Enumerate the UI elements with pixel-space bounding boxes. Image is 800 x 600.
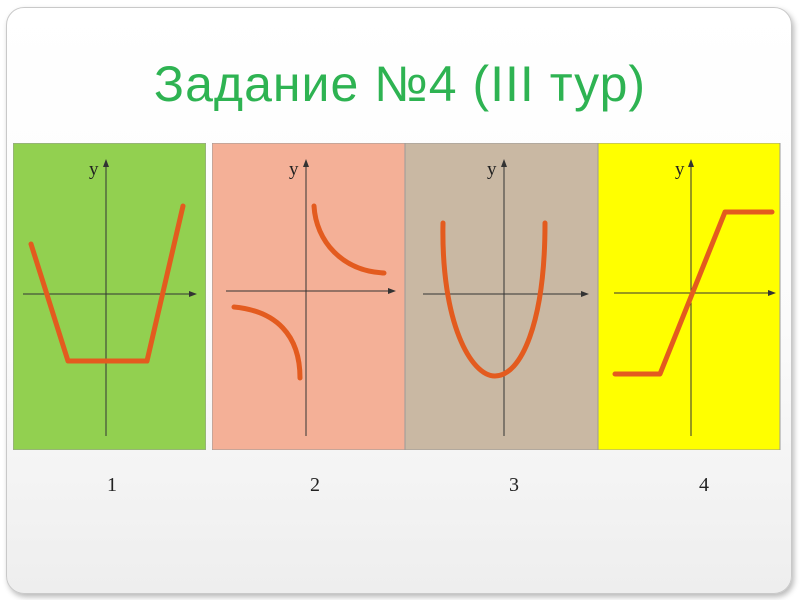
graph-3-background: [405, 143, 598, 450]
y-axis-arrow-icon: [103, 159, 109, 167]
graph-3-svg: y: [405, 143, 598, 450]
graph-panel-3: y: [405, 143, 598, 450]
y-axis-label: y: [289, 159, 299, 180]
graph-1-background: [13, 143, 206, 450]
x-axis-arrow-icon: [768, 290, 776, 296]
x-axis-arrow-icon: [581, 291, 589, 297]
y-axis-label: y: [487, 159, 497, 180]
y-axis-label: y: [675, 159, 685, 180]
slide-title: Задание №4 (III тур): [153, 56, 647, 112]
graph-panel-2: y: [212, 143, 405, 450]
graph-number-4: 4: [699, 474, 709, 496]
graph-2-curve-upper-branch: [311, 203, 387, 276]
graph-number-2: 2: [310, 474, 320, 496]
graph-2-svg: y: [212, 143, 405, 450]
x-axis-arrow-icon: [388, 288, 396, 294]
graph-3-curve: [440, 220, 548, 379]
graph-panel-1: y: [13, 143, 206, 450]
graph-number-1: 1: [107, 474, 117, 496]
graph-panel-4: y: [598, 143, 791, 450]
graph-4-curve: [612, 209, 775, 377]
y-axis-arrow-icon: [688, 159, 694, 167]
graph-4-svg: y: [598, 143, 781, 450]
graph-2-curve-lower-branch: [231, 304, 303, 381]
graph-2-background: [212, 143, 405, 450]
graph-number-3: 3: [509, 474, 519, 496]
graph-1-svg: y: [13, 143, 206, 450]
x-axis-arrow-icon: [189, 291, 197, 297]
y-axis-label: y: [89, 159, 99, 180]
graph-1-curve: [28, 203, 186, 364]
y-axis-arrow-icon: [501, 159, 507, 167]
y-axis-arrow-icon: [303, 159, 309, 167]
